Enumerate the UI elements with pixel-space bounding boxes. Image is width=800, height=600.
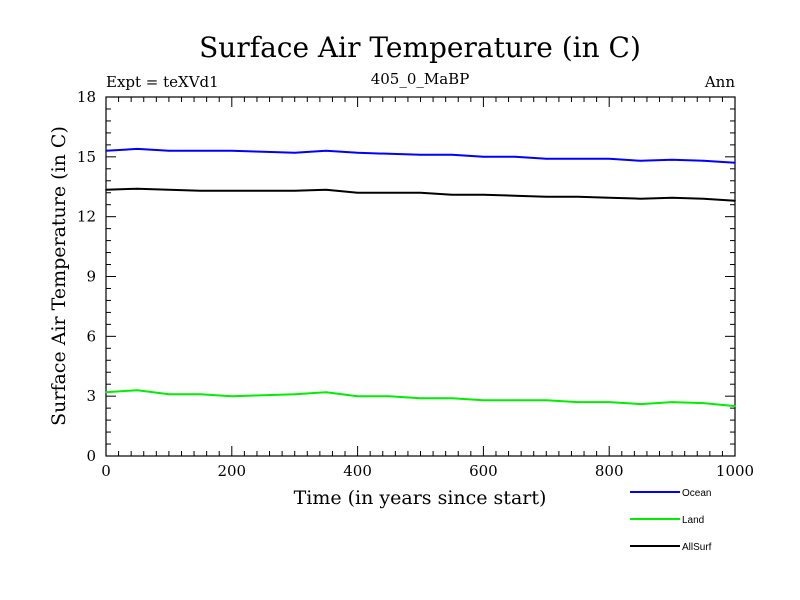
x-tick-label: 800: [595, 462, 624, 480]
data-point-ocean: [482, 156, 485, 158]
data-point-ocean: [419, 154, 422, 156]
data-point-ocean: [576, 158, 579, 160]
y-tick-label: 15: [77, 148, 96, 166]
data-point-allsurf: [734, 199, 736, 202]
data-point-ocean: [639, 160, 642, 162]
y-axis-label: Surface Air Temperature (in C): [48, 126, 70, 426]
data-point-ocean: [325, 150, 327, 152]
data-point-allsurf: [199, 189, 202, 192]
data-point-ocean: [293, 152, 296, 154]
x-tick-label: 400: [343, 462, 372, 480]
y-tick-label: 0: [86, 447, 96, 465]
chart-title: Surface Air Temperature (in C): [199, 31, 641, 64]
data-point-land: [671, 401, 673, 403]
x-tick-label: 1000: [716, 462, 754, 480]
data-point-land: [608, 401, 610, 403]
y-tick-label: 12: [77, 208, 96, 226]
plot-area: 0 200 400 600 800 1000 0 3 6 9 12 15 18: [77, 88, 754, 480]
data-point-ocean: [734, 162, 736, 164]
y-tick-label: 9: [86, 268, 96, 286]
legend-label-land: Land: [682, 515, 704, 526]
data-point-allsurf: [388, 191, 390, 194]
data-point-ocean: [451, 154, 453, 156]
legend-label-ocean: Ocean: [682, 488, 711, 499]
data-point-ocean: [231, 150, 233, 152]
data-point-land: [545, 399, 548, 401]
data-point-allsurf: [356, 191, 359, 194]
data-point-land: [199, 393, 202, 395]
data-point-land: [262, 394, 265, 396]
data-point-ocean: [356, 152, 359, 154]
data-point-ocean: [702, 160, 705, 162]
data-point-ocean: [514, 156, 516, 158]
data-point-allsurf: [451, 193, 453, 196]
data-point-land: [325, 391, 327, 393]
x-axis-label: Time (in years since start): [294, 487, 547, 509]
data-point-ocean: [136, 148, 139, 150]
data-point-allsurf: [105, 188, 107, 191]
x-tick-label: 600: [469, 462, 498, 480]
data-point-land: [514, 399, 516, 401]
legend: Ocean Land AllSurf: [630, 488, 712, 553]
data-point-allsurf: [482, 193, 485, 196]
data-point-allsurf: [325, 188, 327, 191]
data-point-allsurf: [419, 191, 422, 194]
data-point-land: [576, 401, 579, 403]
data-point-allsurf: [608, 196, 610, 199]
data-point-ocean: [262, 151, 265, 153]
data-point-allsurf: [671, 196, 673, 199]
data-point-allsurf: [639, 197, 642, 200]
data-point-allsurf: [293, 189, 296, 192]
data-point-land: [105, 391, 107, 393]
data-point-ocean: [388, 153, 390, 155]
data-point-allsurf: [136, 187, 139, 190]
data-point-ocean: [199, 150, 202, 152]
data-point-land: [136, 389, 139, 391]
data-point-land: [388, 395, 390, 397]
legend-label-allsurf: AllSurf: [682, 542, 712, 553]
data-point-allsurf: [702, 197, 705, 200]
data-point-allsurf: [514, 194, 516, 197]
data-point-land: [356, 395, 359, 397]
data-point-land: [482, 399, 485, 401]
data-point-ocean: [168, 150, 170, 152]
x-tick-label: 200: [217, 462, 246, 480]
period-label: Ann: [704, 73, 735, 91]
experiment-label: Expt = teXVd1: [106, 73, 219, 91]
data-point-allsurf: [262, 189, 265, 192]
data-point-allsurf: [545, 195, 548, 198]
data-point-land: [702, 402, 705, 404]
y-tick-label: 3: [86, 387, 96, 405]
chart-subtitle: 405_0_MaBP: [371, 70, 470, 88]
data-point-ocean: [545, 158, 548, 160]
data-point-allsurf: [231, 189, 233, 192]
data-point-allsurf: [576, 195, 579, 198]
data-point-ocean: [608, 158, 610, 160]
data-point-land: [168, 393, 170, 395]
data-point-land: [293, 393, 296, 395]
x-tick-label: 0: [101, 462, 111, 480]
y-tick-label: 18: [77, 88, 96, 106]
data-point-land: [734, 405, 736, 407]
data-point-land: [451, 397, 453, 399]
data-point-land: [231, 395, 233, 397]
y-tick-label: 6: [86, 327, 96, 345]
data-point-land: [419, 397, 422, 399]
data-point-ocean: [671, 159, 673, 161]
data-point-allsurf: [168, 188, 170, 191]
data-point-ocean: [105, 150, 107, 152]
data-point-land: [639, 403, 642, 405]
